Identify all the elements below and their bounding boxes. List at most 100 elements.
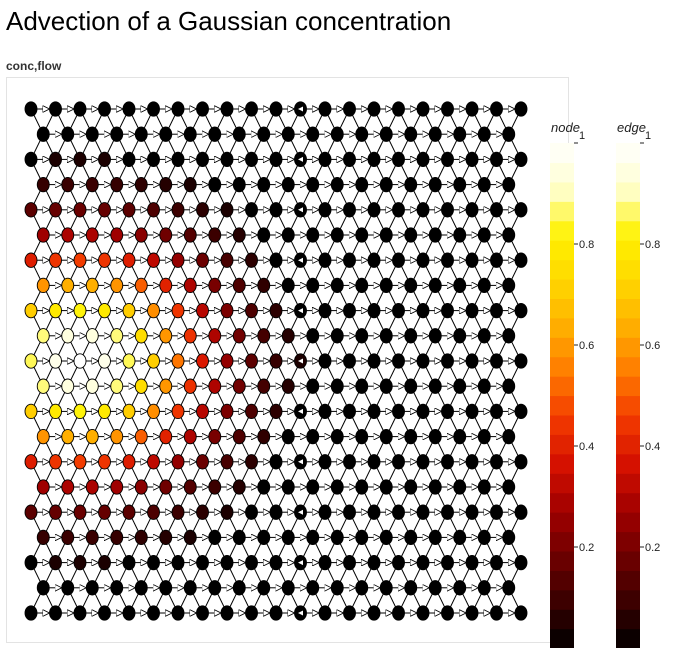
mesh-node <box>159 529 173 546</box>
mesh-node <box>24 353 38 369</box>
mesh-node <box>232 428 246 445</box>
mesh-node <box>220 605 234 621</box>
mesh-node <box>269 605 283 621</box>
colorbar-swatch <box>616 240 640 261</box>
colorbar-tick-label: 0.2 <box>579 542 594 554</box>
mesh-node <box>441 202 454 218</box>
mesh-node <box>441 554 454 571</box>
mesh-node <box>355 580 369 596</box>
mesh-node <box>122 554 136 571</box>
mesh-node <box>183 176 197 193</box>
mesh-node <box>73 403 87 420</box>
sink-marker <box>298 106 303 112</box>
mesh-node <box>24 554 38 571</box>
mesh-node <box>147 353 160 369</box>
mesh-node <box>134 428 148 445</box>
mesh-node <box>453 277 467 294</box>
mesh-node <box>306 580 320 596</box>
mesh-node <box>183 580 197 596</box>
mesh-node <box>49 302 62 319</box>
mesh-node <box>159 479 173 495</box>
mesh-node <box>208 328 222 344</box>
colorbar-swatch <box>616 220 640 241</box>
mesh-node <box>196 605 209 621</box>
mesh-node <box>159 176 173 193</box>
mesh-node <box>269 101 283 117</box>
colorbar-swatch <box>550 143 574 164</box>
mesh-node <box>171 302 185 319</box>
colorbar-swatch <box>550 259 574 280</box>
colorbar-swatch <box>550 512 574 533</box>
mesh-node <box>245 202 258 218</box>
mesh-node <box>355 529 369 546</box>
mesh-node <box>159 126 173 142</box>
mesh-node <box>122 302 136 319</box>
mesh-node <box>196 353 209 369</box>
colorbar-swatch <box>616 628 640 648</box>
mesh-node <box>36 378 50 394</box>
mesh-node <box>502 328 516 344</box>
colorbar-swatch <box>616 473 640 494</box>
mesh-node <box>490 554 503 571</box>
mesh-node <box>392 252 405 268</box>
colorbar-swatch <box>550 473 574 494</box>
mesh-node <box>441 504 454 520</box>
mesh-node <box>379 580 393 596</box>
mesh-node <box>514 302 528 319</box>
colorbar-swatch <box>550 628 574 648</box>
mesh-node <box>196 252 209 268</box>
mesh-node <box>416 353 430 369</box>
mesh-node <box>281 176 295 193</box>
mesh-node <box>502 227 516 243</box>
mesh-node <box>171 605 185 621</box>
mesh-node <box>85 328 99 344</box>
mesh-node <box>232 580 246 596</box>
mesh-node <box>85 126 99 142</box>
mesh-node <box>110 529 124 546</box>
mesh-node <box>24 101 38 117</box>
colorbar-swatch <box>550 609 574 630</box>
mesh-node <box>318 454 332 470</box>
mesh-node <box>49 252 62 268</box>
mesh-node <box>330 479 344 495</box>
colorbar-tick-label: 1 <box>579 130 585 142</box>
mesh-node <box>98 504 111 520</box>
mesh-node <box>281 529 295 546</box>
mesh-node <box>343 202 356 218</box>
mesh-node <box>281 277 295 294</box>
colorbar-tick-label: 0.8 <box>645 239 660 251</box>
mesh-node <box>416 403 430 420</box>
mesh-node <box>257 580 271 596</box>
mesh-node <box>416 151 430 168</box>
sink-marker <box>298 358 303 364</box>
mesh-node <box>24 504 38 520</box>
mesh-node <box>318 302 332 319</box>
mesh-node <box>122 403 136 420</box>
mesh-node <box>196 554 209 571</box>
mesh-node <box>330 428 344 445</box>
mesh-node <box>98 101 111 117</box>
mesh-node <box>392 454 405 470</box>
mesh-node <box>183 479 197 495</box>
colorbar-node: node 0.2 0.4 0.6 0.8 1 <box>550 120 594 648</box>
mesh-node <box>159 277 173 294</box>
colorbar-swatch <box>616 201 640 222</box>
colorbar-swatch <box>550 181 574 202</box>
mesh-node <box>428 479 442 495</box>
colorbar-swatch <box>616 356 640 377</box>
colorbar-swatch <box>616 570 640 591</box>
mesh-node <box>220 252 234 268</box>
mesh-node <box>306 277 320 294</box>
mesh-node <box>245 302 258 319</box>
mesh-node <box>330 277 344 294</box>
mesh-node <box>318 252 332 268</box>
mesh-node <box>477 277 491 294</box>
colorbar-swatch <box>550 376 574 397</box>
colorbar-swatch <box>616 337 640 358</box>
colorbar-swatch <box>550 317 574 338</box>
mesh-node <box>110 328 124 344</box>
mesh-node <box>122 605 136 621</box>
mesh-node <box>404 328 418 344</box>
mesh-node <box>73 454 87 470</box>
mesh-node <box>36 428 50 445</box>
